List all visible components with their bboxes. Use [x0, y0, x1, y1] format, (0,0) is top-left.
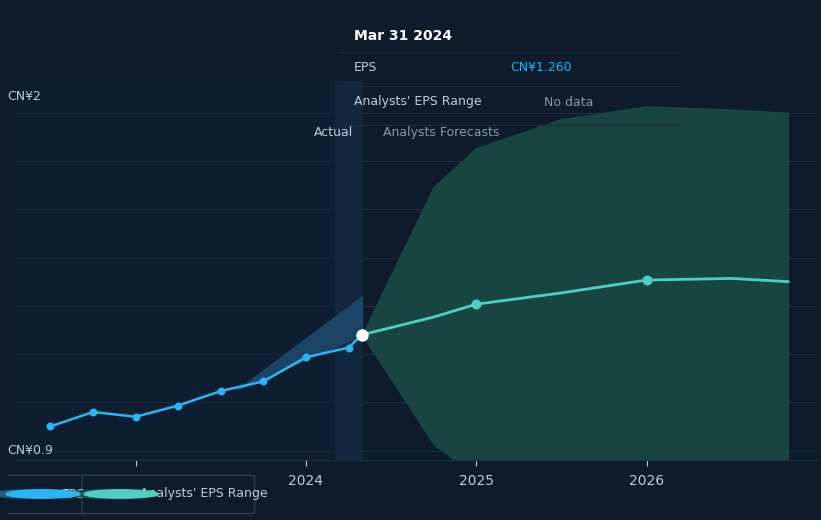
Text: No data: No data [544, 96, 594, 109]
Text: CN¥2: CN¥2 [7, 90, 41, 103]
Text: Analysts' EPS Range: Analysts' EPS Range [354, 96, 481, 109]
Text: CN¥0.9: CN¥0.9 [7, 444, 53, 457]
Circle shape [85, 490, 158, 498]
FancyBboxPatch shape [4, 475, 90, 514]
Point [257, 377, 270, 385]
FancyBboxPatch shape [82, 475, 255, 514]
Point [640, 276, 654, 284]
Point [44, 422, 57, 431]
Bar [335, 81, 362, 460]
Text: EPS: EPS [62, 488, 85, 500]
Circle shape [0, 490, 68, 498]
Text: Analysts Forecasts: Analysts Forecasts [383, 126, 499, 139]
Circle shape [72, 490, 146, 498]
Point [86, 408, 99, 416]
Text: Analysts' EPS Range: Analysts' EPS Range [140, 488, 267, 500]
Text: CN¥1.260: CN¥1.260 [510, 61, 571, 74]
Point [172, 401, 185, 410]
Text: EPS: EPS [354, 61, 377, 74]
Circle shape [7, 490, 80, 498]
Point [214, 387, 227, 395]
Bar [16, 81, 335, 460]
Text: Actual: Actual [314, 126, 354, 139]
Point [470, 300, 483, 308]
Point [355, 331, 369, 339]
Text: Mar 31 2024: Mar 31 2024 [354, 29, 452, 43]
Point [342, 343, 355, 352]
Point [300, 353, 313, 361]
Point [129, 412, 142, 421]
